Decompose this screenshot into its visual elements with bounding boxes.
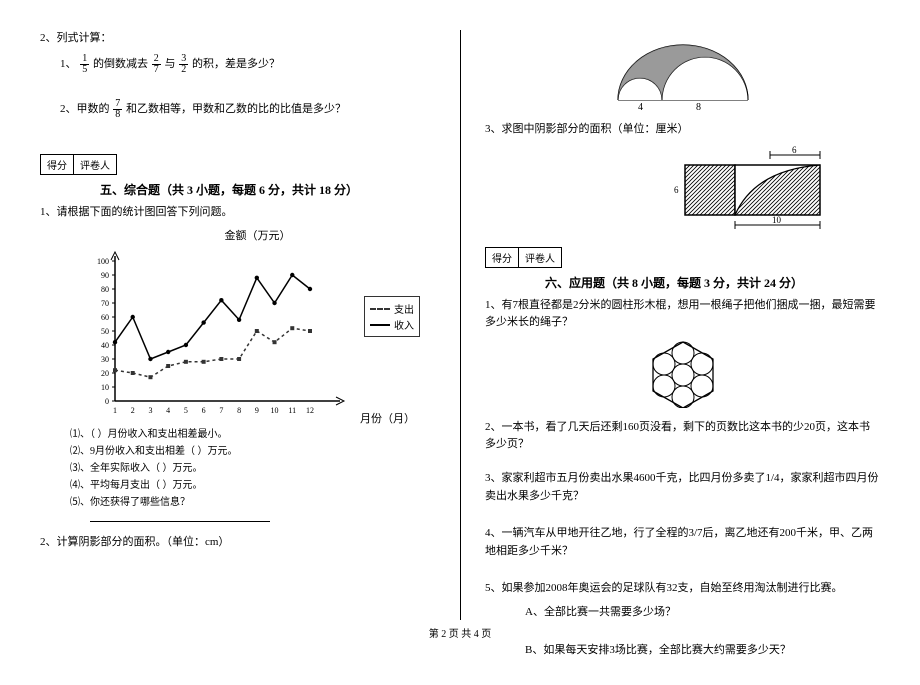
frac-7-8: 78	[113, 99, 122, 120]
column-divider	[460, 30, 461, 620]
q5-1: 1、请根据下面的统计图回答下列问题。	[40, 204, 435, 222]
q6-5a: A、全部比赛一共需要多少场？	[485, 604, 880, 622]
dim-6-top: 6	[792, 145, 797, 155]
frac-1-5: 15	[80, 54, 89, 75]
svg-text:9: 9	[255, 406, 259, 415]
svg-text:6: 6	[202, 406, 206, 415]
frac-3-2: 32	[179, 54, 188, 75]
svg-text:10: 10	[101, 383, 109, 392]
frac-2-7: 27	[152, 54, 161, 75]
dim-10: 10	[772, 215, 782, 225]
svg-text:12: 12	[306, 406, 314, 415]
svg-text:3: 3	[148, 406, 152, 415]
q6-4: 4、一辆汽车从甲地开往乙地，行了全程的3/7后，离乙地还有200千米，甲、乙两地…	[485, 525, 880, 560]
semicircle-label-8: 8	[696, 102, 701, 110]
svg-text:30: 30	[101, 355, 109, 364]
hexagon-circles	[485, 338, 880, 411]
svg-text:20: 20	[101, 369, 109, 378]
subq1: ⑴、（ ）月份收入和支出相差最小。	[40, 426, 435, 443]
q2-2: 2、甲数的 78 和乙数相等，甲数和乙数的比的比值是多少？	[40, 99, 435, 120]
svg-text:8: 8	[237, 406, 241, 415]
rect-diagram: 6 6 10	[485, 145, 880, 233]
left-column: 2、列式计算： 1、 15 的倒数减去 27 与 32 的积，差是多少？ 2、甲…	[40, 30, 460, 665]
legend-income: 收入	[394, 317, 414, 332]
chart-x-label: 月份（月）	[360, 410, 415, 426]
legend-dash-icon	[370, 308, 390, 310]
q2-1-post: 的积，差是多少？	[192, 58, 280, 70]
svg-text:5: 5	[184, 406, 188, 415]
q2-1-pre: 1、	[60, 58, 77, 70]
q6-5: 5、如果参加2008年奥运会的足球队有32支，自始至终用淘汰制进行比赛。	[485, 580, 880, 598]
q2-1: 1、 15 的倒数减去 27 与 32 的积，差是多少？	[40, 54, 435, 75]
q2-2-post: 和乙数相等，甲数和乙数的比的比值是多少？	[126, 103, 346, 115]
subq3: ⑶、全年实际收入（ ）万元。	[40, 460, 435, 477]
semicircle-label-4: 4	[638, 102, 643, 110]
page-footer: 第 2 页 共 4 页	[0, 625, 920, 640]
reviewer-label-6: 评卷人	[519, 248, 561, 267]
chart-svg: 0102030405060708090100 123456789101112	[80, 246, 360, 421]
subq5: ⑸、你还获得了哪些信息？	[40, 494, 435, 511]
q2-1-mid1: 的倒数减去	[93, 58, 148, 70]
svg-text:50: 50	[101, 327, 109, 336]
q2-2-pre: 2、甲数的	[60, 103, 110, 115]
q2-1-mid2: 与	[165, 58, 176, 70]
q6-2: 2、一本书，看了几天后还剩160页没看，剩下的页数比这本书的少20页，这本书多少…	[485, 419, 880, 454]
chart-container: 金额（万元） 0102030405060708090100 1234567891…	[80, 227, 435, 421]
q6-3: 3、家家利超市五月份卖出水果4600千克，比四月份多卖了1/4，家家利超市四月份…	[485, 470, 880, 505]
svg-text:2: 2	[131, 406, 135, 415]
svg-text:90: 90	[101, 271, 109, 280]
svg-text:80: 80	[101, 285, 109, 294]
svg-text:100: 100	[97, 257, 109, 266]
score-label: 得分	[41, 155, 74, 174]
legend-expenditure: 支出	[394, 301, 414, 316]
q6-5b: B、如果每天安排3场比赛，全部比赛大约需要多少天？	[485, 642, 880, 660]
q5-2: 2、计算阴影部分的面积。（单位：cm）	[40, 534, 435, 552]
svg-text:7: 7	[219, 406, 223, 415]
section5-title: 五、综合题（共 3 小题，每题 6 分，共计 18 分）	[100, 181, 435, 198]
svg-text:11: 11	[288, 406, 296, 415]
answer-blank-line	[90, 521, 270, 522]
svg-text:10: 10	[271, 406, 279, 415]
q-right-3: 3、求图中阴影部分的面积（单位：厘米）	[485, 121, 880, 139]
legend-solid-icon	[370, 324, 390, 326]
section6-title: 六、应用题（共 8 小题，每题 3 分，共计 24 分）	[545, 274, 880, 291]
svg-text:60: 60	[101, 313, 109, 322]
svg-text:1: 1	[113, 406, 117, 415]
svg-text:40: 40	[101, 341, 109, 350]
reviewer-label: 评卷人	[74, 155, 116, 174]
score-box-5: 得分 评卷人	[40, 154, 117, 175]
line-chart: 0102030405060708090100 123456789101112 支…	[80, 246, 360, 421]
chart-y-title: 金额（万元）	[80, 227, 435, 243]
subq2: ⑵、9月份收入和支出相差（ ）万元。	[40, 443, 435, 460]
semicircle-diagram: 4 8	[485, 35, 880, 113]
svg-text:4: 4	[166, 406, 170, 415]
q2-title: 2、列式计算：	[40, 30, 435, 48]
q6-1: 1、有7根直径都是2分米的圆柱形木棍，想用一根绳子把他们捆成一捆，最短需要多少米…	[485, 297, 880, 332]
score-label-6: 得分	[486, 248, 519, 267]
dim-6-left: 6	[674, 185, 679, 195]
svg-text:70: 70	[101, 299, 109, 308]
right-column: 4 8 3、求图中阴影部分的面积（单位：厘米）	[460, 30, 880, 665]
score-box-6: 得分 评卷人	[485, 247, 562, 268]
subq4: ⑷、平均每月支出（ ）万元。	[40, 477, 435, 494]
svg-text:0: 0	[105, 397, 109, 406]
chart-legend: 支出 收入	[364, 296, 420, 337]
